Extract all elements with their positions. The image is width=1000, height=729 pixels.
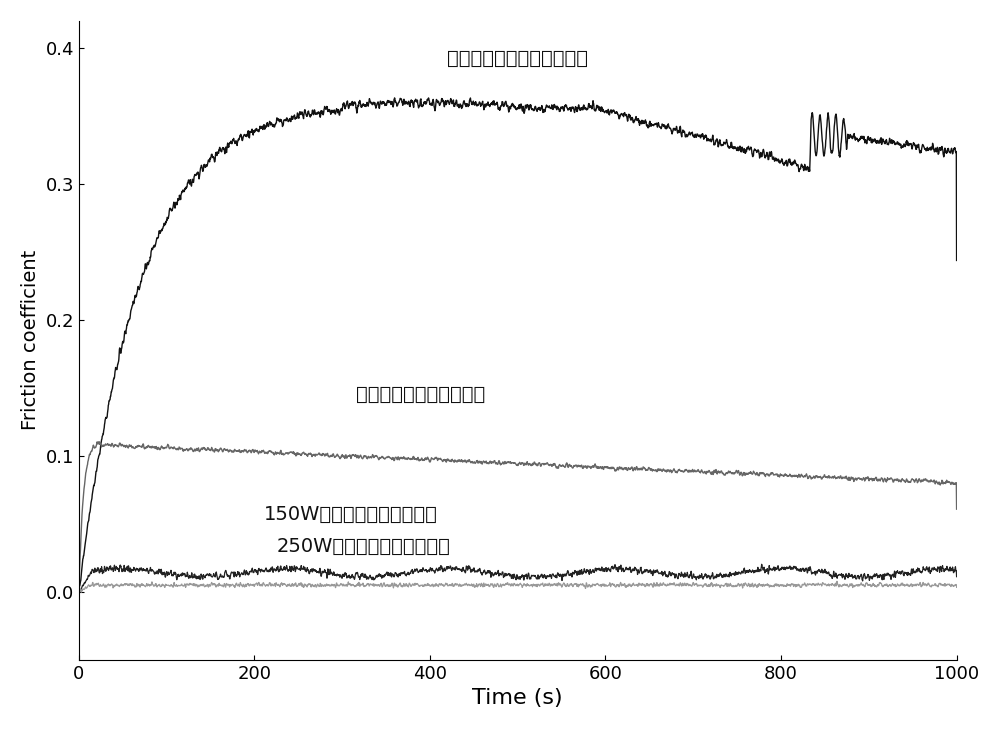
X-axis label: Time (s): Time (s) [472,688,563,708]
Text: 生长石墨烯未加微米额粒: 生长石墨烯未加微米额粒 [356,385,486,404]
Y-axis label: Friction coefficient: Friction coefficient [21,250,40,430]
Text: 未生长石墨烯未加微米额粒: 未生长石墨烯未加微米额粒 [447,50,588,69]
Text: 250W生长石墨烯加微米额粒: 250W生长石墨烯加微米额粒 [277,537,451,556]
Text: 150W生长石墨烯加微米额粒: 150W生长石墨烯加微米额粒 [264,504,438,524]
